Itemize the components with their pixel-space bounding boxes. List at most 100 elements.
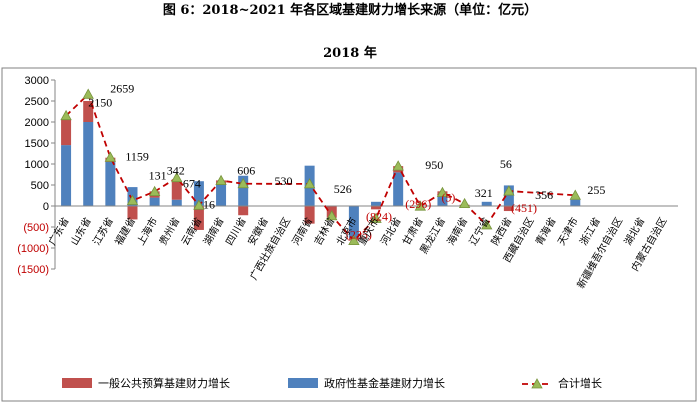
total-marker [503,185,515,196]
category-label: 上海市 [134,215,160,247]
legend-label-gov-fund: 政府性基金基建财力增长 [324,376,445,390]
category-label: 天津市 [555,215,581,247]
data-label: 131 [149,169,167,183]
total-marker [436,186,449,197]
category-label: 贵州省 [156,215,182,247]
data-label: (824) [366,209,392,223]
data-label: (451) [511,201,537,215]
bar-gov-fund [149,197,160,206]
data-label: 674 [183,176,201,190]
total-marker [481,219,493,230]
y-tick-label: 3000 [25,75,49,87]
data-label: 321 [475,186,493,200]
total-marker [326,210,338,221]
data-label: 950 [425,158,443,172]
bar-gov-fund [437,195,448,206]
total-marker [414,200,426,211]
category-label: 甘肃省 [400,215,426,247]
bar-gov-fund [83,122,94,206]
category-label: 江苏省 [90,215,116,247]
bar-gov-fund [105,161,116,206]
bar-gov-fund [193,181,204,206]
chart-title: 图 6：2018~2021 年各区域基建财力增长来源（单位：亿元） [163,2,537,18]
legend-marker-total [531,378,543,389]
data-label: 56 [500,157,512,171]
total-marker [148,185,161,197]
total-marker [104,151,117,162]
bar-gov-fund [503,185,514,206]
category-label: 河南省 [289,215,315,247]
bar-gov-fund [393,172,404,206]
data-label: 356 [535,188,553,202]
total-marker [569,189,581,200]
data-label: 606 [237,164,255,178]
total-marker [60,109,72,121]
total-marker [82,88,94,99]
total-marker [348,234,360,246]
total-marker [458,197,471,209]
bar-general-budget [371,206,382,210]
y-tick-label: 0 [43,201,49,213]
bar-general-budget [83,101,94,122]
y-tick-label: 2000 [25,117,49,129]
legend-swatch-general-budget [62,378,92,388]
category-label: 青海省 [532,215,558,247]
legend-label-general-budget: 一般公共预算基建财力增长 [98,376,230,390]
bar-gov-fund [371,201,382,206]
category-label: 海南省 [444,215,470,247]
y-tick-label: 2500 [25,96,49,108]
chart-subtitle: 2018 年 [323,45,377,61]
bar-general-budget [193,206,204,230]
category-label: 吉林省 [311,215,337,247]
data-label: 1159 [125,149,149,163]
bar-general-budget [503,206,514,212]
bar-gov-fund [481,201,492,206]
data-label: 342 [167,164,185,178]
total-marker [171,171,183,183]
total-marker [392,160,404,171]
category-label: 陕西省 [488,215,514,247]
y-axis: 3000 2500 2000 1500 1000 500 0 (500) (1000) (1500… [17,75,56,276]
total-marker [193,199,205,210]
bar-gov-fund [570,199,581,206]
bar-general-budget [238,206,249,216]
y-tick-label: (1500) [17,264,49,276]
data-label: 2659 [110,81,134,95]
y-tick-label: (1000) [17,243,49,255]
total-marker [303,178,316,189]
bar-general-budget [171,180,182,200]
category-label: 安徽省 [245,215,271,247]
data-label: (5) [441,191,455,205]
bar-gov-fund [61,145,72,206]
bar-gov-fund [348,206,359,238]
category-label: 广东省 [45,215,71,247]
data-label: 530 [274,174,292,188]
category-label: 山东省 [68,215,94,247]
category-label: 湖南省 [200,215,226,247]
total-line [60,88,581,246]
data-label: 16 [203,198,215,212]
data-label: (296) [405,197,431,211]
category-label: 湖北省 [621,215,647,247]
y-tick-label: 1000 [25,159,49,171]
category-label: 广西壮族自治区 [247,215,293,282]
bar-gov-fund [171,199,182,206]
category-label: 云南省 [178,215,204,247]
data-label: 2150 [88,95,112,109]
bar-general-budget [61,119,72,146]
bar-gov-fund [238,175,249,206]
legend: 一般公共预算基建财力增长 政府性基金基建财力增长 合计增长 [62,376,602,390]
bar-gov-fund [216,183,227,206]
y-tick-label: 500 [31,180,49,192]
chart-frame [1,67,697,402]
data-label: 526 [334,182,352,196]
category-label: 四川省 [223,215,249,247]
total-marker [370,212,382,223]
category-label: 福建省 [112,215,138,247]
legend-label-total: 合计增长 [558,376,602,390]
legend-swatch-gov-fund [288,378,318,388]
category-label: 辽宁省 [466,215,492,247]
category-label: 浙江省 [577,215,603,247]
total-marker [237,177,249,189]
